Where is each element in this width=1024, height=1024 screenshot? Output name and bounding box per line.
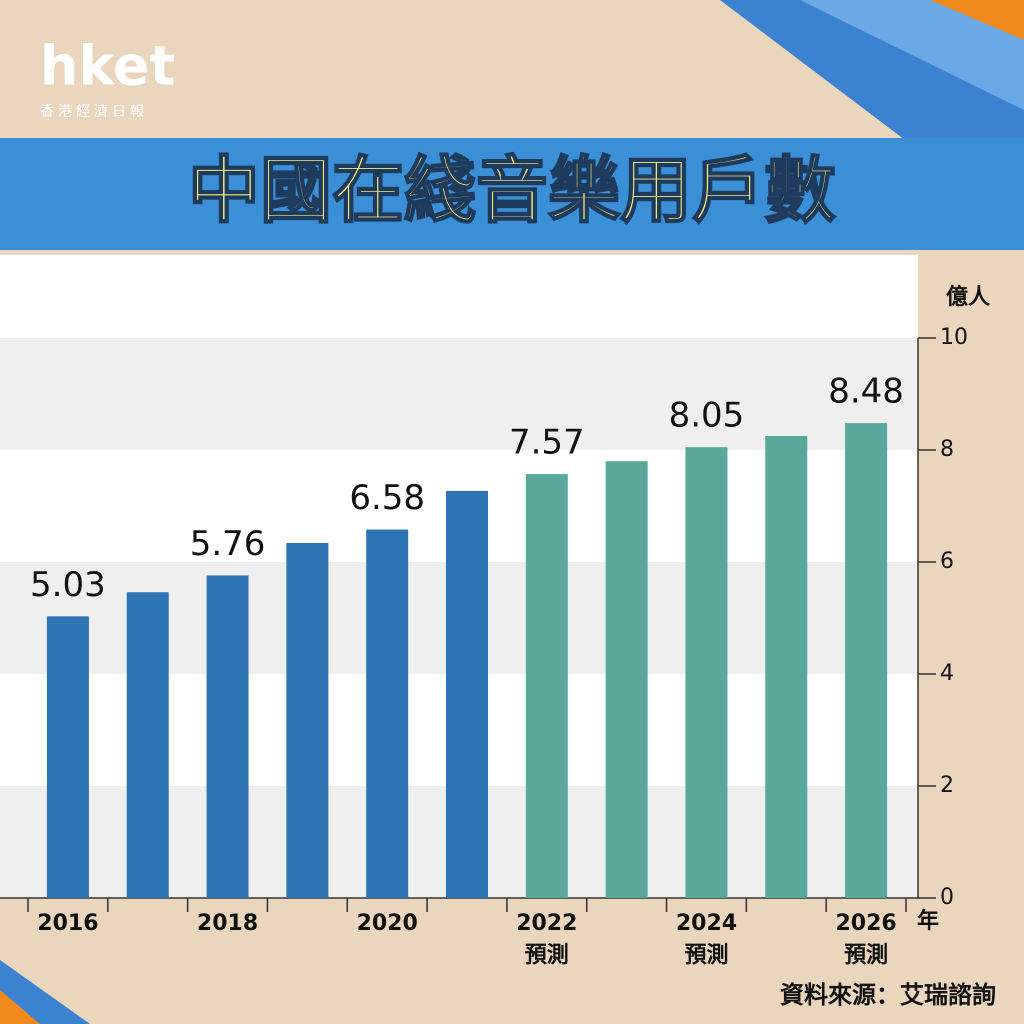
x-tick-label: 2018 (197, 911, 258, 936)
x-tick-label: 2026 (835, 911, 896, 936)
value-label: 5.76 (190, 524, 266, 564)
bar (366, 529, 409, 898)
grid-band (0, 338, 918, 450)
y-tick-label: 4 (940, 661, 954, 686)
bar (525, 474, 568, 898)
x-tick-label: 2022 (516, 911, 577, 936)
value-label: 8.48 (828, 372, 904, 412)
x-tick-label: 2020 (357, 911, 418, 936)
value-label: 7.57 (509, 423, 585, 463)
value-label: 8.05 (669, 396, 745, 436)
x-sublabel: 預測 (844, 943, 888, 968)
bar (446, 490, 488, 898)
y-tick-label: 8 (940, 437, 954, 462)
decoration (930, 0, 1024, 40)
x-sublabel: 預測 (684, 943, 728, 968)
y-tick-label: 2 (940, 773, 954, 798)
bar (126, 592, 169, 898)
x-unit: 年 (917, 908, 939, 934)
decoration (0, 960, 90, 1024)
bar (286, 542, 329, 898)
decoration (800, 0, 1024, 110)
bar (845, 423, 888, 898)
value-label: 6.58 (349, 478, 425, 518)
x-tick-label: 2024 (676, 911, 737, 936)
chart-title: 中國在綫音樂用戶數 (188, 149, 836, 233)
decoration (0, 990, 40, 1024)
bar (605, 461, 648, 898)
x-sublabel: 預測 (525, 943, 569, 968)
y-unit: 億人 (946, 284, 990, 310)
source: 資料來源：艾瑞諮詢 (780, 981, 996, 1009)
y-tick-label: 6 (940, 549, 954, 574)
value-label: 5.03 (30, 565, 106, 605)
bar (685, 447, 728, 898)
bar (765, 436, 808, 898)
bar (206, 575, 249, 898)
x-tick-label: 2016 (37, 911, 98, 936)
bar (46, 616, 89, 898)
logo: hket (40, 35, 175, 98)
logo-subtitle: 香港經濟日報 (40, 104, 148, 120)
title-banner (0, 138, 1024, 250)
y-tick-label: 10 (940, 325, 968, 350)
y-tick-label: 0 (940, 885, 954, 910)
